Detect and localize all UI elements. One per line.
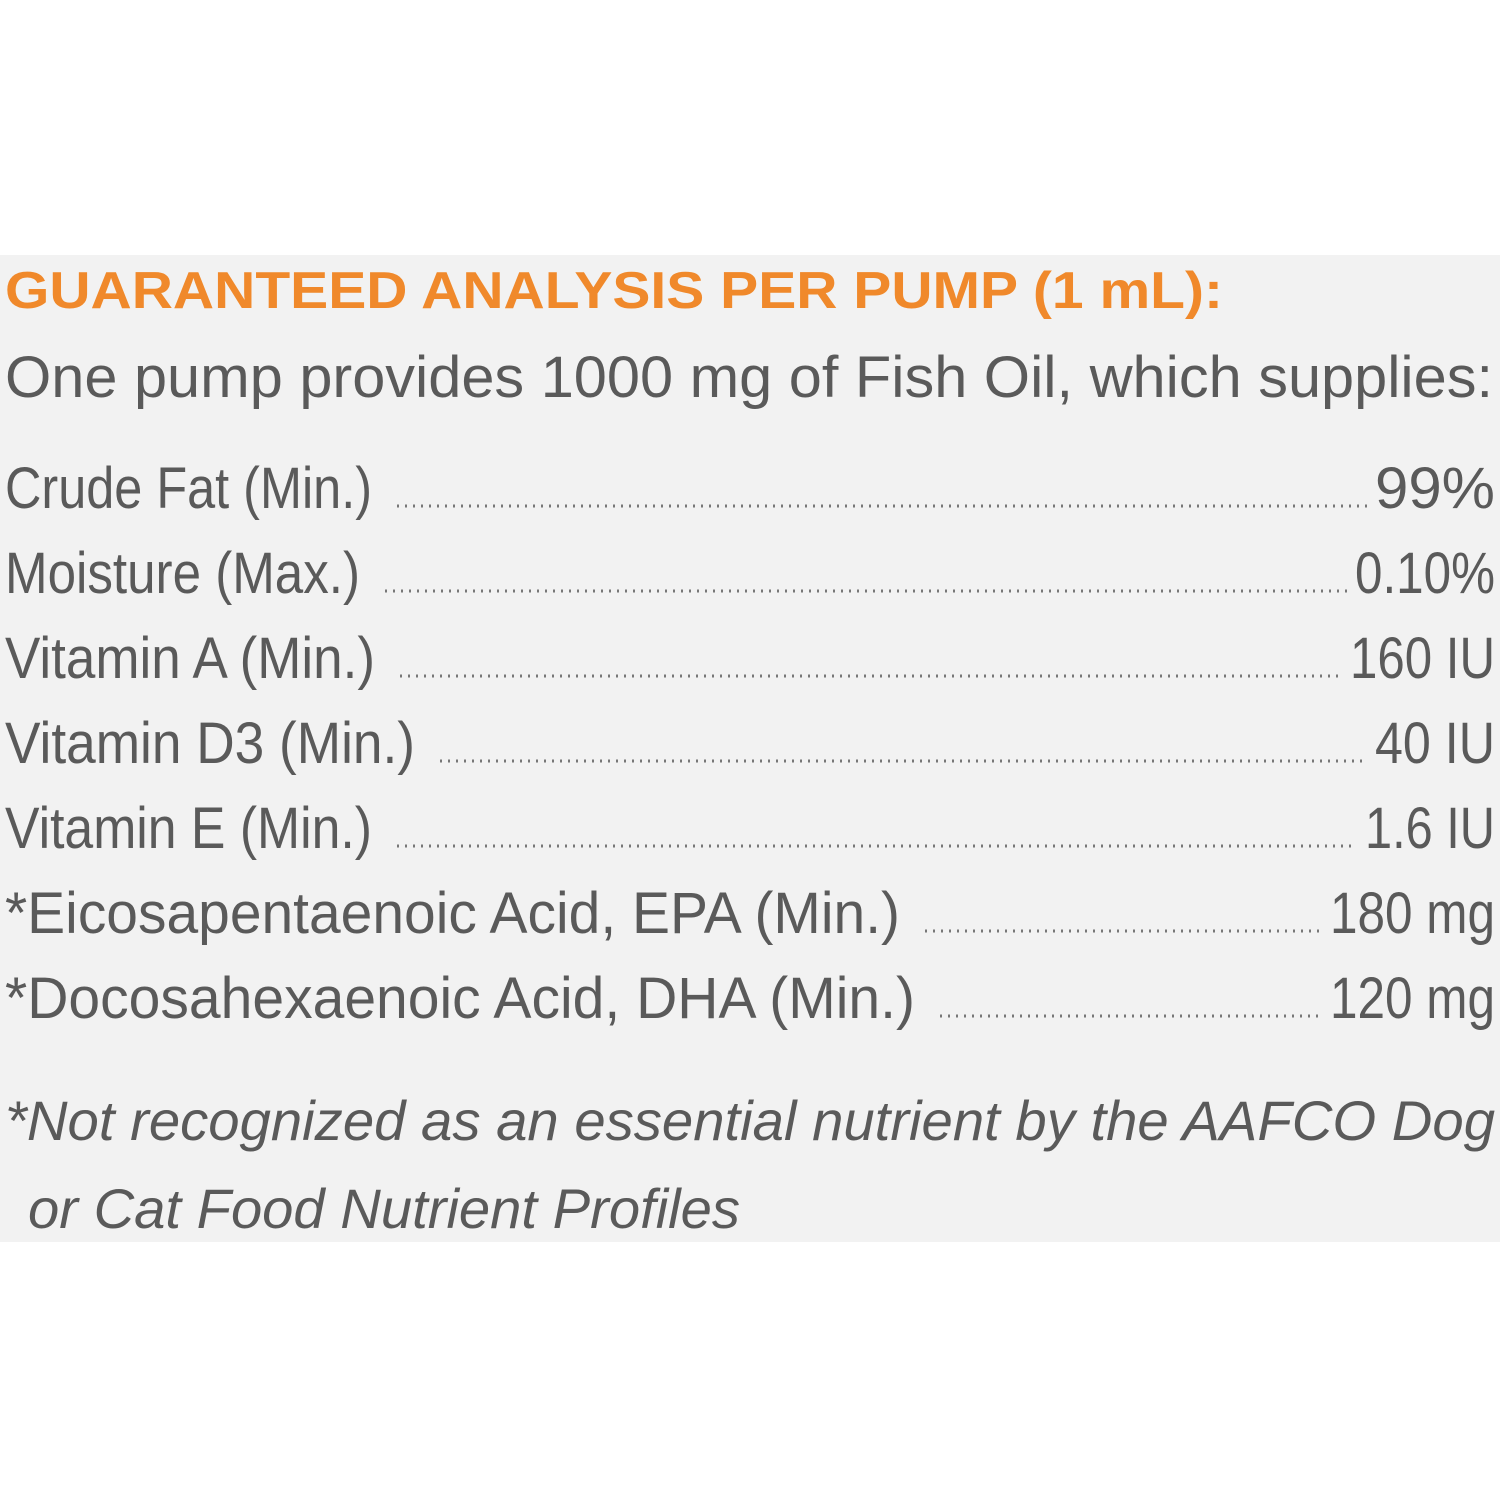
row-label: Vitamin D3 (Min.) [5, 711, 415, 776]
row-value: 40 IU [1375, 711, 1495, 776]
row-label: *Docosahexaenoic Acid, DHA (Min.) [5, 966, 915, 1031]
footnote-line: *Not recognized as an essential nutrient… [5, 1089, 1495, 1152]
row-value: 180 mg [1330, 881, 1495, 946]
row-label: Vitamin E (Min.) [5, 796, 372, 861]
intro: One pump provides 1000 mg of Fish Oil, w… [5, 345, 1493, 410]
row-value: 120 mg [1330, 966, 1495, 1031]
row-value: 0.10% [1355, 541, 1495, 606]
row-label: Vitamin A (Min.) [5, 626, 375, 691]
title: GUARANTEED ANALYSIS PER PUMP (1 mL): [5, 262, 1223, 320]
row-value: 1.6 IU [1365, 796, 1495, 861]
footnote-line: or Cat Food Nutrient Profiles [28, 1177, 740, 1240]
analysis-rows: Crude Fat (Min.) 99% Moisture (Max.) 0.10% V… [5, 456, 1495, 1031]
row-label: Crude Fat (Min.) [5, 456, 372, 521]
row-value: 160 IU [1350, 626, 1495, 691]
row-label: Moisture (Max.) [5, 541, 360, 606]
label-panel [0, 255, 1500, 1242]
row-label: *Eicosapentaenoic Acid, EPA (Min.) [5, 881, 900, 946]
row-value: 99% [1375, 456, 1495, 521]
